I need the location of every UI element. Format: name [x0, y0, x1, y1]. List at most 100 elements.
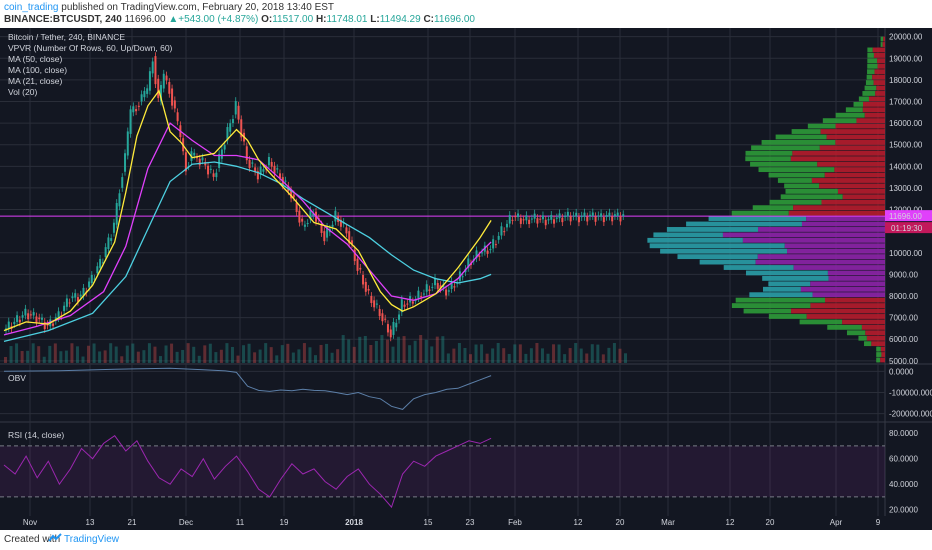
vpvr-bar-up [731, 210, 789, 216]
candle-body [447, 290, 450, 292]
candle-body [223, 145, 226, 150]
candle-body [93, 278, 96, 280]
candle-body [453, 286, 456, 288]
candle-body [276, 168, 279, 170]
candle-body [569, 216, 572, 222]
candle-body [326, 226, 329, 238]
countdown-label: 01:19:30 [891, 224, 923, 233]
candle-body [112, 222, 115, 233]
candle-body [439, 285, 442, 289]
rsi-tick-label: 80.0000 [889, 429, 918, 438]
candle-body [575, 212, 578, 217]
volume-bar [297, 349, 301, 363]
volume-bar [147, 343, 151, 363]
vpvr-bar-down [806, 216, 885, 221]
candle-body [151, 61, 154, 74]
vpvr-bar-up [723, 265, 794, 270]
volume-bar [31, 343, 35, 363]
vpvr-bar-down [811, 178, 885, 183]
indicator-ma21[interactable]: MA (21, close) [8, 76, 62, 86]
candle-body [270, 162, 273, 167]
volume-bar [596, 344, 600, 363]
candle-body [353, 249, 356, 262]
candle-body [256, 171, 259, 180]
indicator-volume[interactable]: Vol (20) [8, 87, 37, 97]
candle-body [475, 250, 478, 259]
candle-body [605, 214, 608, 217]
candle-body [24, 308, 27, 316]
vpvr-bar-down [806, 314, 885, 319]
vpvr-bar-up [749, 292, 813, 298]
axes: Nov 13 21 Dec 11 19 2018 15 23 Feb 12 20 Mar 12 20 Apr 9… [23, 33, 932, 527]
candle-body [586, 216, 589, 222]
volume-bar [98, 351, 102, 363]
candle-body [348, 231, 351, 244]
candle-body [40, 317, 43, 320]
vpvr-bar-down [835, 139, 885, 145]
candle-body [38, 317, 41, 320]
vpvr-bar-up [745, 156, 791, 162]
candle-body [74, 293, 77, 298]
vpvr-bar-up [647, 237, 743, 243]
candle-body [82, 287, 85, 296]
candle-body [417, 290, 420, 299]
vpvr-bar-down [880, 346, 885, 352]
candle-body [96, 266, 99, 274]
y-tick-label: 8000.00 [889, 292, 918, 301]
candle-body [414, 300, 417, 302]
vpvr-bar-down [758, 227, 885, 232]
candle-body [99, 258, 102, 268]
x-tick-label: 20 [766, 518, 775, 527]
candle-body [262, 169, 265, 172]
vpvr-bar-down [874, 69, 885, 75]
candle-body [193, 152, 196, 156]
rsi-title[interactable]: RSI (14, close) [8, 430, 64, 440]
candle-body [160, 85, 162, 102]
candle-body [436, 283, 439, 289]
candle-body [400, 299, 403, 313]
author-link[interactable]: coin_trading [4, 2, 59, 13]
chart-canvas[interactable]: Nov 13 21 Dec 11 19 2018 15 23 Feb 12 20 Mar 12 20 Apr 9… [0, 28, 932, 530]
y-tick-label: 15000.00 [889, 141, 923, 150]
tradingview-brand-link[interactable]: TradingView [64, 534, 120, 545]
vpvr-bar-up [822, 118, 857, 124]
vpvr-bar-up [735, 297, 825, 303]
x-tick-label: 9 [876, 518, 881, 527]
candle-body [13, 321, 16, 325]
volume-bar [601, 354, 605, 363]
vpvr-bar-down [881, 352, 885, 357]
vpvr-bar-up [880, 36, 884, 42]
close-value: 11696.00 [434, 14, 475, 25]
vpvr-bar-up [699, 259, 756, 265]
volume-bar [142, 350, 146, 363]
vpvr-bar-down [755, 259, 885, 265]
candle-body [511, 219, 514, 221]
price-pane [0, 52, 885, 363]
candle-body [497, 235, 500, 240]
candle-body [168, 82, 171, 94]
indicator-ma50[interactable]: MA (50, close) [8, 54, 62, 64]
candle-body [420, 296, 423, 298]
vpvr-bar-down [819, 183, 885, 189]
indicator-ma100[interactable]: MA (100, close) [8, 65, 67, 75]
x-tick-label: Dec [179, 518, 193, 527]
obv-title[interactable]: OBV [8, 373, 26, 383]
candle-body [406, 303, 409, 305]
candle-body [143, 90, 146, 98]
candle-body [245, 146, 248, 161]
volume-bar [53, 343, 57, 363]
candle-body [171, 88, 174, 106]
candle-body [32, 312, 35, 316]
candle-body [323, 231, 326, 242]
indicator-vpvr[interactable]: VPVR (Number Of Rows, 60, Up/Down, 60) [8, 43, 173, 53]
candle-body [550, 214, 553, 220]
volume-bar [26, 350, 30, 363]
volume-bar [92, 343, 96, 363]
candle-body [450, 281, 453, 289]
volume-bar [275, 355, 279, 363]
candle-body [619, 216, 622, 222]
vpvr-bar-down [792, 150, 885, 156]
candle-body [7, 321, 10, 329]
volume-bar [330, 352, 334, 363]
vpvr-bar-up [835, 112, 865, 118]
